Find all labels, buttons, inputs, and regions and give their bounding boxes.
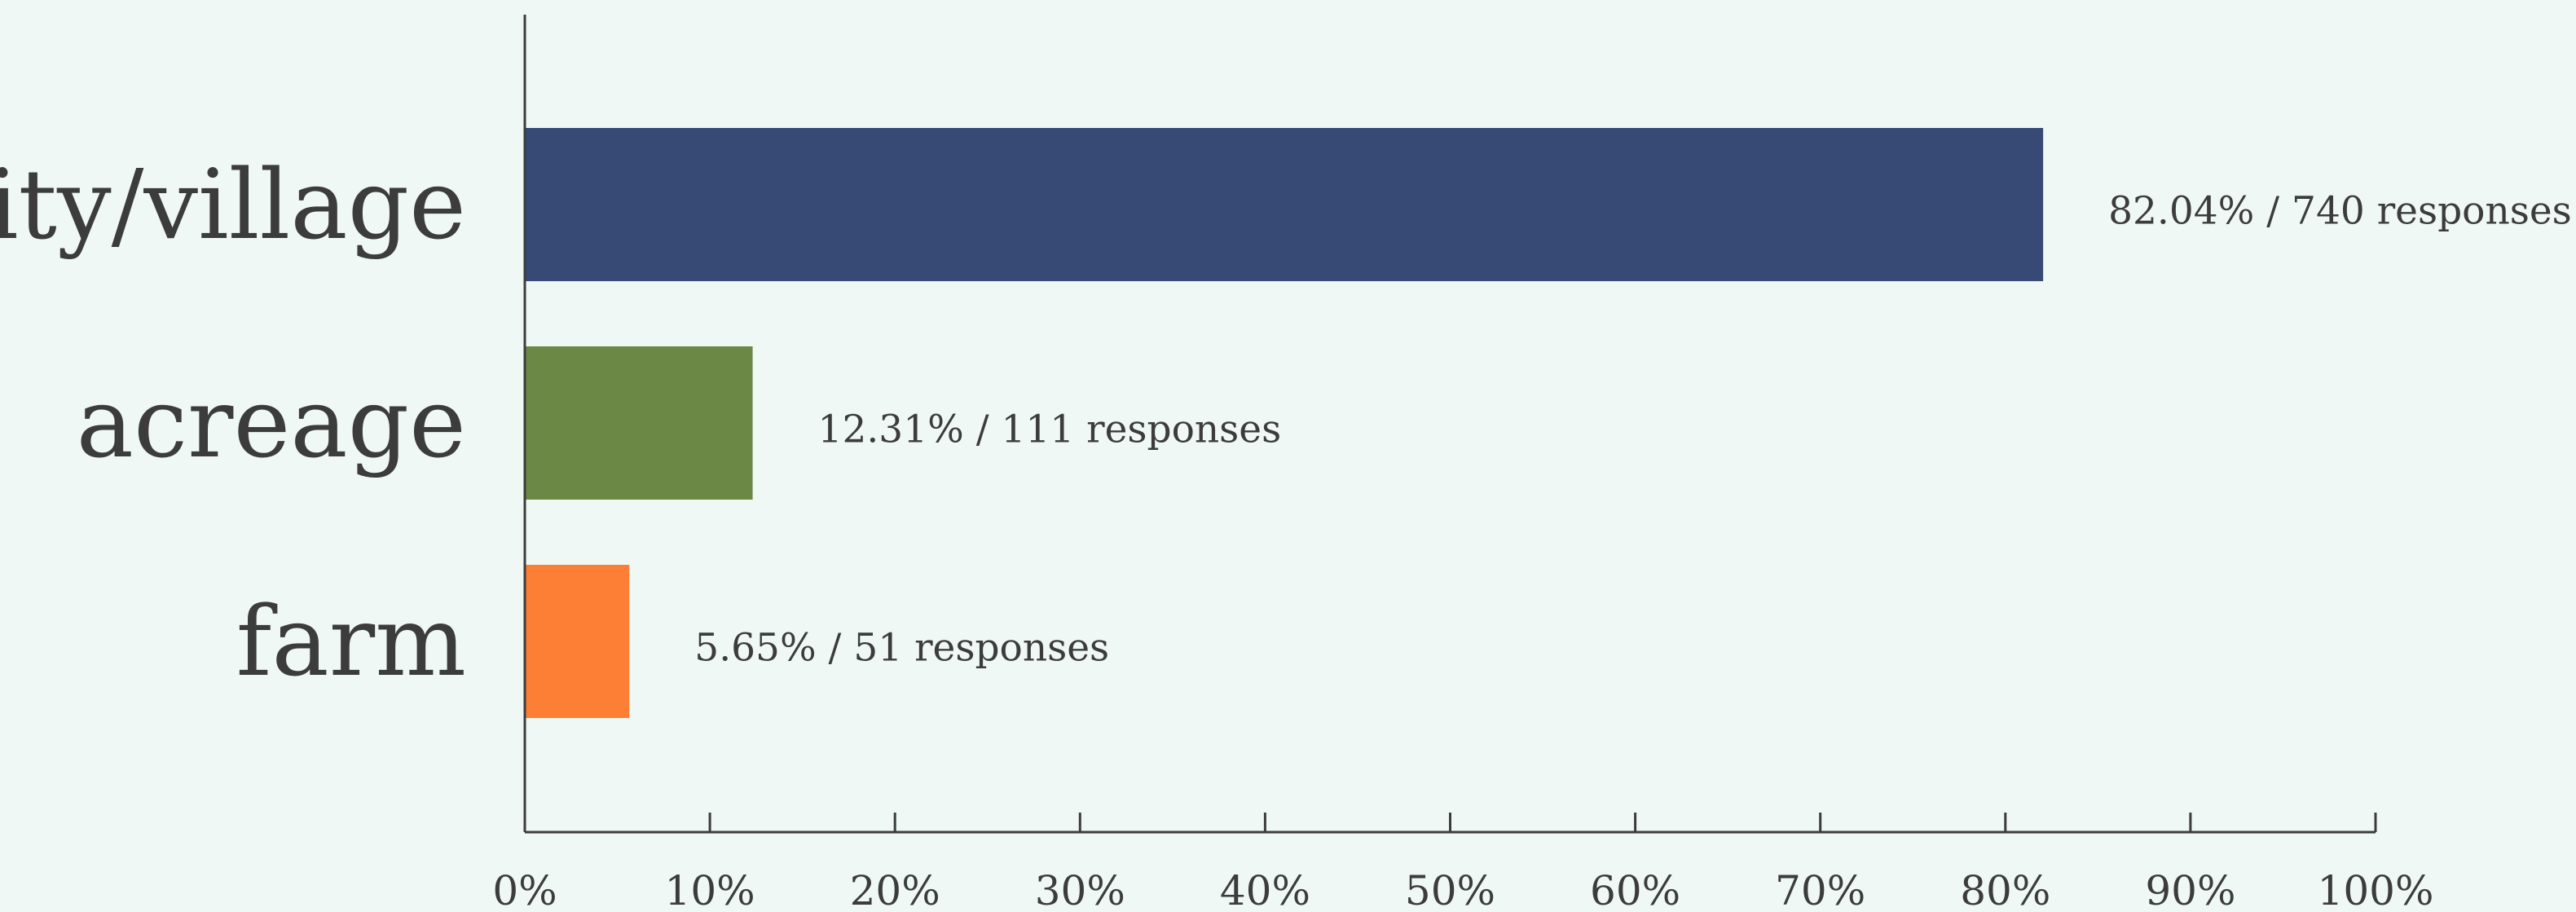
data-labels: 82.04% / 740 responses 12.31% / 111 respo…	[694, 189, 2572, 671]
x-tick-label: 100%	[2318, 867, 2434, 912]
bar-city-village	[525, 128, 2044, 281]
x-tick-label: 70%	[1775, 867, 1865, 912]
category-label-city-village: city/village	[0, 148, 466, 261]
data-label-acreage: 12.31% / 111 responses	[818, 408, 1282, 452]
x-tick-label: 60%	[1590, 867, 1680, 912]
x-tick-label: 80%	[1960, 867, 2050, 912]
bars	[525, 128, 2044, 718]
x-tick-label: 50%	[1405, 867, 1495, 912]
x-tick-label: 90%	[2145, 867, 2235, 912]
data-label-city-village: 82.04% / 740 responses	[2108, 189, 2572, 234]
data-label-farm: 5.65% / 51 responses	[694, 626, 1109, 671]
category-label-acreage: acreage	[77, 367, 466, 479]
x-tick-label: 40%	[1220, 867, 1310, 912]
category-labels: city/village acreage farm	[0, 148, 466, 698]
x-tick-label: 30%	[1035, 867, 1125, 912]
bar-acreage	[525, 346, 753, 500]
x-tick-label: 0%	[492, 867, 557, 912]
bar-farm	[525, 565, 630, 718]
category-label-farm: farm	[236, 585, 466, 698]
x-tick-label: 10%	[665, 867, 755, 912]
x-tick-label: 20%	[850, 867, 940, 912]
x-axis-ticks: 0% 10% 20% 30% 40% 50% 60% 70% 80% 90% 100%	[492, 813, 2433, 912]
